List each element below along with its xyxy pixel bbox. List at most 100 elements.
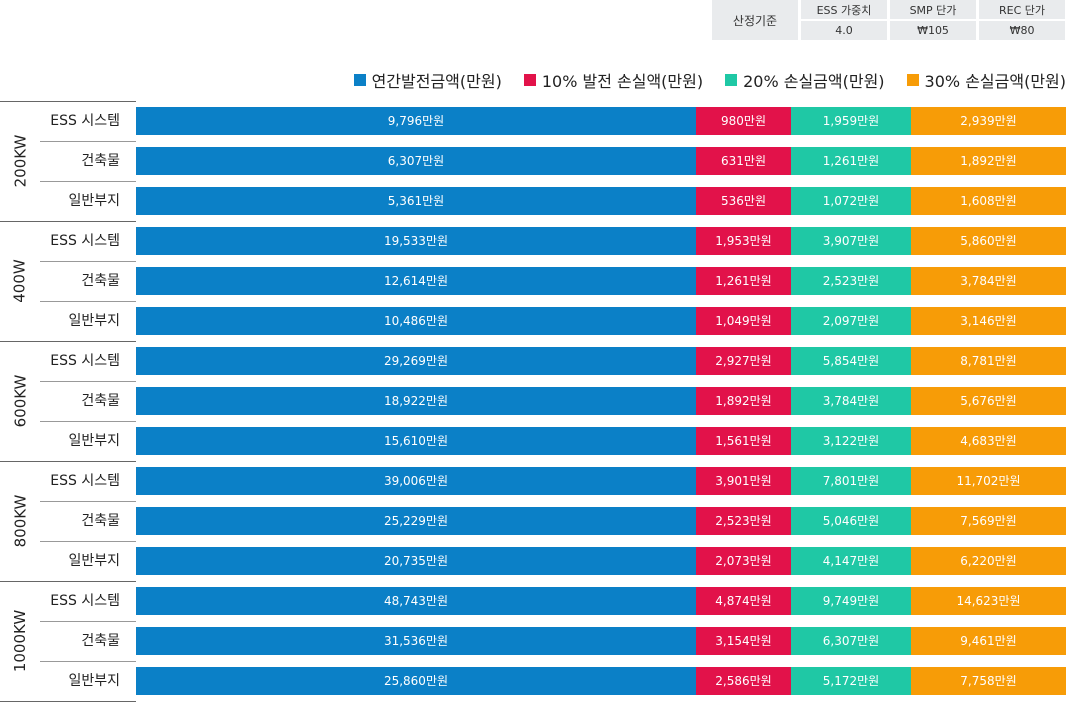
row-label: ESS 시스템: [50, 353, 120, 369]
bar-segment-annual: 19,533만원: [136, 227, 696, 255]
bar-segment-loss20: 2,097만원: [791, 307, 911, 335]
bar-segment-loss20: 3,784만원: [791, 387, 911, 415]
legend-swatch-loss10: [523, 74, 536, 86]
legend-item-annual: 연간발전금액(만원): [353, 68, 502, 92]
bar-segment-loss10: 3,901만원: [696, 467, 791, 495]
bar-segment-loss30: 5,676만원: [911, 387, 1066, 415]
group-label: 200KW: [0, 101, 40, 221]
criteria-smp-price-value: ₩105: [890, 21, 976, 40]
criteria-table: 산정기준 ESS 가중치 4.0 SMP 단가 ₩105 REC 단가 ₩80: [712, 0, 1068, 40]
group-divider: [0, 341, 136, 342]
row-label: ESS 시스템: [50, 473, 120, 489]
criteria-rec-price-header: REC 단가: [979, 0, 1065, 19]
bar-segment-annual: 25,860만원: [136, 667, 696, 695]
group-divider: [0, 701, 136, 702]
criteria-ess-weight-header: ESS 가중치: [801, 0, 887, 19]
bar-segment-annual: 15,610만원: [136, 427, 696, 455]
bar-segment-loss20: 5,854만원: [791, 347, 911, 375]
bar-segment-annual: 25,229만원: [136, 507, 696, 535]
row-divider: [40, 141, 136, 142]
row-label: ESS 시스템: [50, 113, 120, 129]
bar-segment-loss20: 9,749만원: [791, 587, 911, 615]
bar-segment-loss30: 9,461만원: [911, 627, 1066, 655]
bar-segment-loss10: 1,953만원: [696, 227, 791, 255]
bar-segment-annual: 10,486만원: [136, 307, 696, 335]
bar-segment-loss30: 3,146만원: [911, 307, 1066, 335]
bar-segment-annual: 5,361만원: [136, 187, 696, 215]
legend-swatch-annual: [353, 74, 366, 86]
bar-segment-annual: 48,743만원: [136, 587, 696, 615]
bar-segment-loss20: 5,172만원: [791, 667, 911, 695]
row-label: ESS 시스템: [50, 593, 120, 609]
row-label: 건축물: [81, 513, 120, 529]
criteria-rec-price-value: ₩80: [979, 21, 1065, 40]
bar-segment-loss20: 7,801만원: [791, 467, 911, 495]
row-divider: [40, 421, 136, 422]
bar-segment-annual: 6,307만원: [136, 147, 696, 175]
bar-segment-loss10: 1,892만원: [696, 387, 791, 415]
bar-segment-loss10: 2,586만원: [696, 667, 791, 695]
bar-segment-loss30: 5,860만원: [911, 227, 1066, 255]
group-label-text: 400W: [11, 259, 29, 303]
bar-segment-loss10: 536만원: [696, 187, 791, 215]
legend-item-loss20: 20% 손실금액(만원): [725, 68, 885, 92]
bar-segment-loss10: 1,261만원: [696, 267, 791, 295]
group-divider: [0, 461, 136, 462]
bar-segment-loss10: 1,049만원: [696, 307, 791, 335]
bar-segment-loss10: 980만원: [696, 107, 791, 135]
bar-segment-annual: 39,006만원: [136, 467, 696, 495]
bar-segment-loss20: 1,261만원: [791, 147, 911, 175]
row-divider: [40, 661, 136, 662]
row-divider: [40, 501, 136, 502]
row-label: 일반부지: [68, 313, 120, 329]
row-label: 일반부지: [68, 433, 120, 449]
row-label: 건축물: [81, 633, 120, 649]
bar-segment-loss20: 4,147만원: [791, 547, 911, 575]
bar-segment-annual: 29,269만원: [136, 347, 696, 375]
bar-segment-annual: 12,614만원: [136, 267, 696, 295]
bar-segment-loss30: 7,569만원: [911, 507, 1066, 535]
group-label-text: 800KW: [11, 494, 30, 548]
bar-segment-loss30: 1,608만원: [911, 187, 1066, 215]
row-label: 건축물: [81, 153, 120, 169]
bar-segment-loss30: 2,939만원: [911, 107, 1066, 135]
criteria-rec-price: REC 단가 ₩80: [979, 0, 1065, 40]
group-label-text: 200KW: [11, 134, 30, 188]
bar-segment-loss20: 6,307만원: [791, 627, 911, 655]
row-label: ESS 시스템: [50, 233, 120, 249]
bar-segment-loss10: 3,154만원: [696, 627, 791, 655]
group-divider: [0, 221, 136, 222]
group-divider: [0, 101, 136, 102]
row-label: 일반부지: [68, 673, 120, 689]
bar-segment-loss30: 4,683만원: [911, 427, 1066, 455]
bar-segment-annual: 20,735만원: [136, 547, 696, 575]
bar-segment-loss20: 1,959만원: [791, 107, 911, 135]
bar-segment-loss10: 2,073만원: [696, 547, 791, 575]
criteria-smp-price-header: SMP 단가: [890, 0, 976, 19]
criteria-ess-weight: ESS 가중치 4.0: [801, 0, 887, 40]
row-label: 일반부지: [68, 553, 120, 569]
row-divider: [40, 261, 136, 262]
bar-segment-loss30: 3,784만원: [911, 267, 1066, 295]
bar-segment-loss10: 631만원: [696, 147, 791, 175]
group-label: 800KW: [0, 461, 40, 581]
legend: 연간발전금액(만원) 10% 발전 손실액(만원) 20% 손실금액(만원) 3…: [332, 68, 1066, 92]
bar-segment-annual: 31,536만원: [136, 627, 696, 655]
criteria-label: 산정기준: [712, 0, 798, 40]
group-label-text: 600KW: [11, 374, 30, 428]
group-label: 1000KW: [0, 581, 40, 701]
bar-segment-loss30: 11,702만원: [911, 467, 1066, 495]
row-label: 건축물: [81, 393, 120, 409]
group-label: 600KW: [0, 341, 40, 461]
bar-segment-loss30: 1,892만원: [911, 147, 1066, 175]
bar-segment-loss30: 14,623만원: [911, 587, 1066, 615]
row-label: 건축물: [81, 273, 120, 289]
bar-segment-loss30: 8,781만원: [911, 347, 1066, 375]
bar-segment-loss10: 1,561만원: [696, 427, 791, 455]
bar-segment-loss30: 6,220만원: [911, 547, 1066, 575]
criteria-ess-weight-value: 4.0: [801, 21, 887, 40]
bar-segment-loss20: 3,907만원: [791, 227, 911, 255]
legend-item-loss10: 10% 발전 손실액(만원): [523, 68, 703, 92]
legend-swatch-loss20: [725, 74, 738, 86]
bar-segment-annual: 18,922만원: [136, 387, 696, 415]
